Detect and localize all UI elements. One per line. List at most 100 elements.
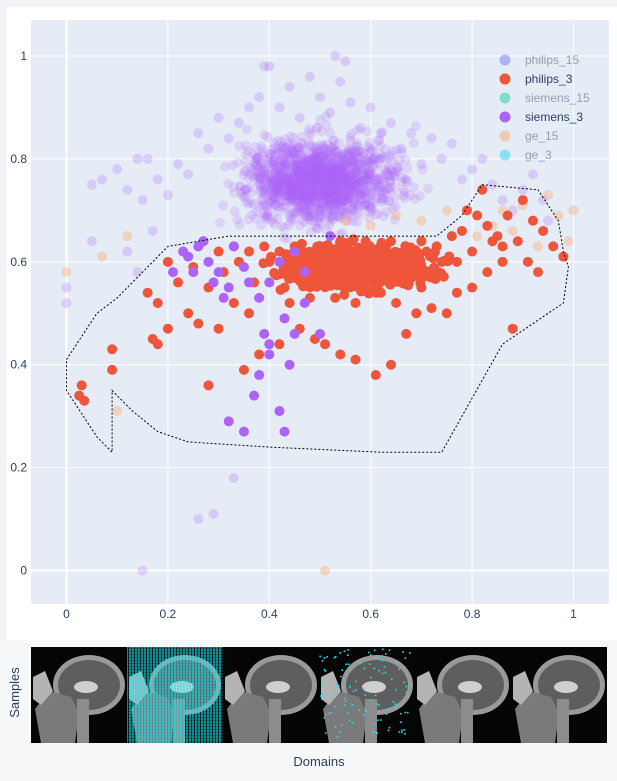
mri-sample-1[interactable] [31,647,127,743]
faded-purple-point [446,138,457,149]
legend-item-siemens-15[interactable]: siemens_15 [499,91,591,105]
siemens-15-faded-point [328,157,339,168]
legend[interactable]: philips_15 philips_3 siemens_15 siemens_3ge… [499,53,591,162]
siemens-15-faded-point [331,146,342,157]
siemens-15-faded-point [241,197,252,208]
siemens-15-faded-point [291,178,302,189]
siemens-15-faded-point [279,134,290,145]
legend-label: ge_3 [525,148,552,162]
siemens-15-faded-point [297,206,308,217]
siemens-15-faded-point [297,181,308,192]
siemens-15-faded-point [276,186,287,197]
siemens-15-faded-point [236,187,247,198]
philips-3-point [335,236,346,247]
legend-item-philips-15[interactable]: philips_15 [499,53,580,67]
siemens-15-faded-point [251,206,262,217]
siemens-15-faded-point [287,190,298,201]
mri-sample-3[interactable] [223,647,319,743]
siemens-15-faded-point [304,167,315,178]
siemens-15-faded-point [267,213,278,224]
siemens-15-faded-point [303,127,314,138]
siemens-15-faded-point [305,180,316,191]
siemens-15-faded-point [344,145,355,156]
siemens-15-faded-point [262,200,273,211]
siemens-15-faded-point [322,145,333,156]
siemens-15-faded-point [292,190,303,201]
siemens-15-faded-point [329,141,340,152]
philips-3-point [79,395,90,406]
philips-3-point [533,267,544,278]
siemens-15-faded-point [335,207,346,218]
siemens-15-faded-point [309,190,320,201]
mri-sample-4[interactable] [319,647,415,743]
siemens-15-faded-point [275,174,286,185]
siemens-15-faded-point [296,137,307,148]
siemens-15-faded-point [296,181,307,192]
mri-sample-2[interactable] [127,647,223,743]
siemens-15-faded-point [304,170,315,181]
siemens-15-faded-point [349,199,360,210]
siemens-15-faded-point [312,166,323,177]
siemens-15-faded-point [387,156,398,167]
siemens-15-faded-point [237,189,248,200]
siemens-15-faded-point [297,203,308,214]
plot-area[interactable] [31,20,609,604]
siemens-15-faded-point [343,149,354,160]
legend-item-ge-15[interactable]: ge_15 [499,129,559,143]
siemens-15-faded-point [343,171,354,182]
siemens-15-faded-point [252,152,263,163]
siemens-15-faded-point [383,151,394,162]
siemens-15-faded-point [250,213,261,224]
siemens-15-faded-point [292,165,303,176]
philips-3-point [162,323,173,334]
philips-3-point [238,364,249,375]
mri-sample-6[interactable] [511,647,607,743]
siemens-15-faded-point [279,222,290,233]
siemens-15-faded-point [305,179,316,190]
siemens-15-faded-point [293,161,304,172]
siemens-15-faded-point [322,176,333,187]
siemens-15-faded-point [301,185,312,196]
domain-thumbnails[interactable] [31,647,607,743]
siemens-15-faded-point [373,182,384,193]
siemens-15-faded-point [305,148,316,159]
siemens-15-faded-point [315,171,326,182]
siemens-15-faded-point [321,171,332,182]
mri-sample-5[interactable] [415,647,511,743]
legend-item-siemens-3[interactable]: siemens_3 [499,110,584,124]
siemens-15-faded-point [291,152,302,163]
siemens-15-faded-point [346,128,357,139]
siemens-15-faded-point [293,164,304,175]
siemens-15-faded-point [308,181,319,192]
siemens-15-faded-point [338,164,349,175]
philips-3-point [336,264,347,275]
mri-slice-image [415,647,511,743]
siemens-15-faded-point [351,185,362,196]
philips-3-point [456,225,467,236]
siemens-15-faded-point [331,180,342,191]
siemens-15-faded-point [309,161,320,172]
siemens-15-faded-point [298,155,309,166]
siemens-15-faded-point [298,161,309,172]
siemens-3-point [188,267,199,278]
legend-item-ge-3[interactable]: ge_3 [499,148,553,162]
siemens-15-faded-point [262,131,273,142]
scatter-plot[interactable]: 0 0.2 0.4 0.6 0.8 100.20.40.60.81 philips_15p… [7,7,617,640]
philips-3-point [365,272,376,283]
siemens-15-faded-point [303,158,314,169]
siemens-15-faded-point [312,222,323,233]
siemens-3-point [223,282,234,293]
siemens-15-faded-point [285,184,296,195]
siemens-15-faded-point [349,183,360,194]
siemens-15-faded-point [255,160,266,171]
siemens-15-faded-point [363,160,374,171]
siemens-15-faded-point [333,211,344,222]
siemens-15-faded-point [294,192,305,203]
legend-item-philips-3[interactable]: philips_3 [499,72,573,86]
siemens-15-faded-point [321,180,332,191]
siemens-15-faded-point [334,173,345,184]
siemens-15-faded-point [381,206,392,217]
siemens-15-faded-point [392,162,403,173]
siemens-15-faded-point [283,189,294,200]
siemens-15-faded-point [374,172,385,183]
